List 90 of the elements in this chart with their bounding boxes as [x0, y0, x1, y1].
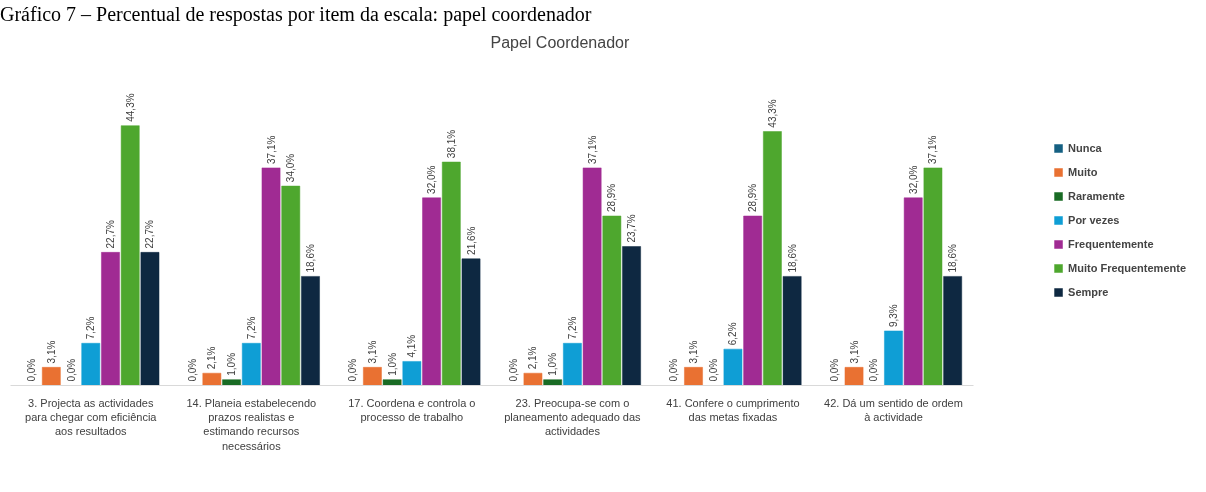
legend-label: Muito: [1068, 166, 1098, 178]
legend-label: Nunca: [1068, 142, 1102, 154]
data-label: 32,0%: [426, 165, 438, 194]
data-label: 0,0%: [26, 358, 38, 382]
bar: [281, 185, 301, 386]
x-tick-label: 23. Preocupa-se com o planeamento adequado das actividades: [504, 396, 642, 438]
bar: [81, 343, 101, 386]
bar: [523, 372, 543, 386]
data-label: 0,0%: [707, 358, 719, 382]
bar: [261, 167, 281, 386]
data-label: 34,0%: [285, 153, 297, 183]
bar: [723, 348, 743, 386]
legend-label: Frequentemente: [1068, 238, 1154, 250]
data-label: 0,0%: [186, 358, 198, 382]
data-label: 9,3%: [887, 304, 899, 328]
bar: [543, 379, 562, 386]
data-label: 28,9%: [747, 183, 759, 213]
data-label: 38,1%: [445, 129, 457, 159]
bar: [622, 246, 641, 386]
data-label: 3,1%: [688, 340, 699, 364]
bar: [884, 330, 903, 386]
x-tick-label: 17. Coordena e controla o processo de trabalho: [348, 396, 476, 423]
legend-label: Muito Frequentemente: [1068, 262, 1186, 274]
data-label: 2,1%: [527, 346, 539, 370]
data-label: 0,0%: [507, 358, 519, 382]
x-tick-label: 14. Planeia estabelecendo prazos realistas e estimando recursos necessários: [186, 396, 317, 452]
bar: [582, 167, 602, 386]
data-label: 32,0%: [907, 165, 919, 194]
data-label: 1,0%: [226, 352, 238, 376]
data-label: 37,1%: [927, 135, 939, 164]
x-tick-label: 41. Confere o cumprimento das metas fixadas: [666, 396, 800, 423]
data-label: 1,0%: [386, 352, 398, 376]
legend-label: Sempre: [1068, 286, 1109, 298]
data-label: 7,2%: [566, 316, 578, 340]
bar: [382, 379, 402, 386]
bar: [461, 258, 481, 386]
bar: [782, 276, 802, 386]
data-label: 3,1%: [45, 340, 57, 364]
data-label: 4,1%: [406, 334, 418, 358]
bar: [441, 161, 461, 386]
bar: [140, 252, 160, 386]
data-label: 21,6%: [465, 226, 477, 255]
bar: [743, 215, 762, 386]
data-label: 18,6%: [947, 244, 959, 273]
data-label: 0,0%: [65, 358, 77, 382]
bar: [120, 125, 140, 386]
legend-label: Raramente: [1068, 190, 1125, 202]
data-label: 37,1%: [586, 135, 598, 164]
data-label: 23,7%: [626, 214, 638, 243]
data-label: 0,0%: [828, 358, 840, 382]
data-label: 0,0%: [668, 358, 680, 382]
bar: [42, 367, 61, 386]
data-label: 7,2%: [85, 316, 97, 340]
data-label: 43,3%: [766, 99, 778, 128]
bar: [563, 343, 582, 386]
data-label: 0,0%: [347, 358, 359, 382]
bar: [844, 367, 864, 386]
bar: [101, 252, 120, 386]
data-label: 28,9%: [606, 183, 618, 213]
data-label: 3,1%: [848, 340, 860, 364]
bar: [202, 372, 222, 386]
data-label: 22,7%: [144, 219, 156, 249]
bar: [222, 379, 241, 386]
bar: [684, 367, 703, 386]
bar: [923, 167, 943, 386]
x-tick-label: 42. Dá um sentido de ordem à actividade: [824, 396, 963, 423]
data-label: 44,3%: [124, 93, 136, 122]
legend-label: Por vezes: [1068, 214, 1120, 226]
data-label: 7,2%: [245, 316, 257, 340]
text: Gráfico 7 – Percentual de respostas por item da escala: papel coordenador: [0, 2, 592, 28]
bar: [422, 197, 441, 386]
bar: [402, 361, 422, 386]
bar: [301, 276, 320, 386]
bar: [903, 197, 923, 386]
bar: [602, 215, 622, 386]
bar: [943, 276, 962, 386]
x-tick-label: 3. Projecta as actividades para chegar com eficiência aos resultados: [25, 396, 158, 438]
bar: [763, 131, 782, 386]
data-label: 1,0%: [547, 352, 559, 376]
bar: [241, 343, 261, 386]
data-label: 22,7%: [105, 219, 116, 249]
data-label: 6,2%: [727, 322, 739, 346]
data-label: 18,6%: [304, 244, 316, 273]
data-label: 18,6%: [786, 244, 798, 273]
data-label: 37,1%: [265, 135, 277, 164]
bar: [363, 367, 382, 386]
data-label: 2,1%: [206, 346, 218, 370]
chart-title: Papel Coordenador: [490, 33, 630, 51]
data-label: 0,0%: [868, 358, 880, 382]
data-label: 3,1%: [366, 340, 378, 364]
